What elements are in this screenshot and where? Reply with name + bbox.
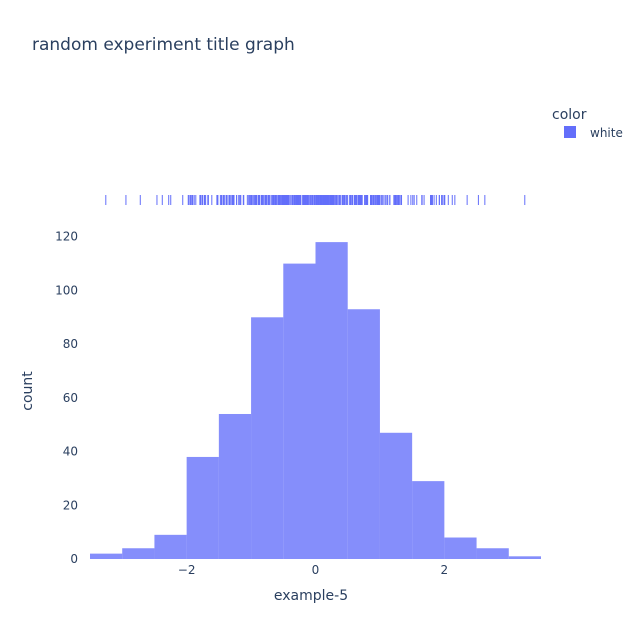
histogram-bar[interactable] (379, 432, 413, 559)
histogram-bar[interactable] (154, 534, 187, 559)
histogram-bar[interactable] (90, 553, 123, 559)
y-tick-label: 20 (63, 498, 78, 512)
histogram-bar[interactable] (508, 556, 541, 559)
y-tick-label: 60 (63, 391, 78, 405)
x-tick-label: 2 (441, 563, 449, 577)
histogram-bar[interactable] (186, 456, 219, 559)
histogram-bar[interactable] (315, 242, 348, 559)
x-axis-title: example-5 (274, 588, 348, 604)
legend[interactable]: color white (552, 107, 623, 140)
y-tick-label: 80 (63, 337, 78, 351)
histogram-bar[interactable] (218, 413, 252, 559)
rug-plot (105, 195, 526, 205)
chart-title: random experiment title graph (32, 35, 295, 55)
histogram-bar[interactable] (444, 537, 477, 559)
y-axis-ticks: 0 20 40 60 80 100 120 (55, 230, 78, 566)
legend-swatch[interactable] (564, 126, 576, 138)
y-tick-label: 40 (63, 445, 78, 459)
y-tick-label: 0 (70, 552, 78, 566)
y-tick-label: 120 (55, 230, 78, 244)
histogram-bar[interactable] (122, 548, 155, 559)
y-tick-label: 100 (55, 283, 78, 297)
histogram-bar[interactable] (283, 263, 316, 559)
histogram-bar[interactable] (347, 309, 380, 559)
x-tick-label: 0 (312, 563, 320, 577)
histogram-bar[interactable] (251, 317, 284, 559)
histogram-bars (90, 242, 541, 559)
legend-label[interactable]: white (590, 126, 623, 140)
y-axis-title: count (20, 371, 36, 411)
histogram-bar[interactable] (476, 548, 509, 559)
x-axis-ticks: −2 0 2 (178, 563, 448, 577)
histogram-bar[interactable] (412, 481, 445, 559)
legend-title: color (552, 107, 587, 123)
x-tick-label: −2 (178, 563, 196, 577)
